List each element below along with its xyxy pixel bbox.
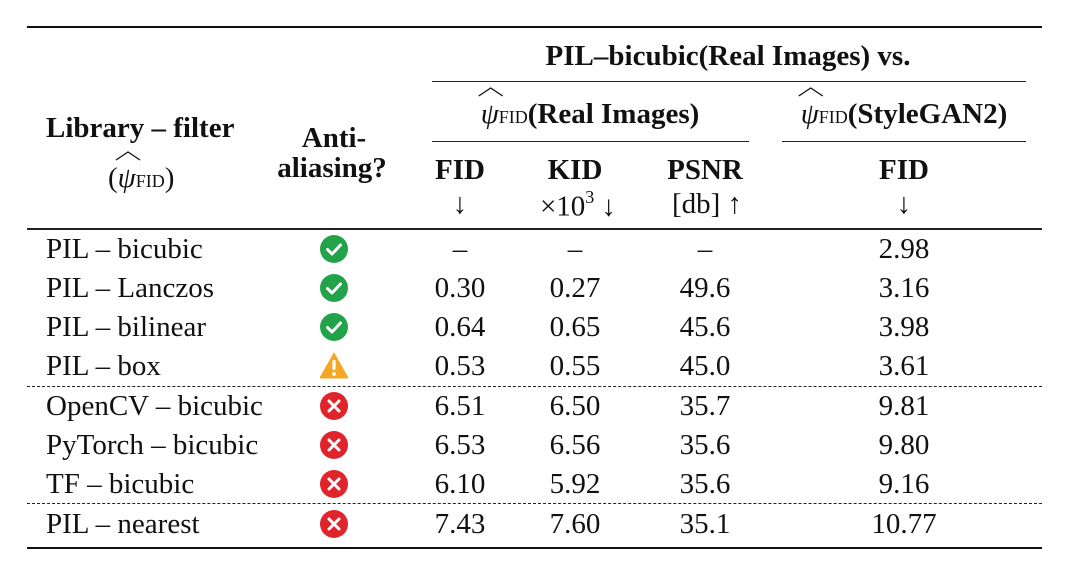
cell-library: PyTorch – bicubic [46,429,259,461]
hat-accent-icon [478,87,504,97]
col-fid-stylegan: FID [879,154,929,186]
cell-psnr: – [697,233,713,265]
col-kid: KID [547,154,603,186]
cross-icon [320,510,348,538]
fid-subscript: FID [818,107,848,127]
cell-psnr: 35.1 [679,508,731,540]
cell-library: OpenCV – bicubic [46,390,263,422]
cross-icon [320,431,348,459]
cell-psnr: 35.6 [679,468,731,500]
cell-kid: 0.55 [549,350,601,382]
psnr-arrow: ↑ [727,188,743,220]
header-library-sub: (ψFID) [108,151,175,194]
group-real-text: (Real Images) [527,98,700,130]
cell-fid: 6.51 [434,390,486,422]
top-rule [27,26,1042,28]
header-library: Library – filter [46,114,234,143]
psi-letter: ψ [117,162,136,194]
cell-fid: 0.64 [434,311,486,343]
header-anti-line1: Anti- [301,122,367,154]
cell-fid: 0.30 [434,272,486,304]
group-stylegan-rule [782,141,1026,142]
check-icon [320,235,348,263]
cell-fid: – [452,233,468,265]
hat-accent-icon [798,87,824,97]
cell-kid: 0.27 [549,272,601,304]
psi-symbol: ψ [478,87,504,130]
psi-symbol: ψ [798,87,824,130]
cell-fid-stylegan: 3.16 [878,272,930,304]
col-fid-arrow: ↓ [452,188,468,220]
header-anti-line2: aliasing? [277,152,387,184]
cell-fid-stylegan: 3.61 [878,350,930,382]
psnr-unit: [db] [671,188,721,220]
col-psnr: PSNR [667,154,743,186]
cell-library: PIL – Lanczos [46,272,215,304]
cell-fid-stylegan: 2.98 [878,233,930,265]
kid-exponent: 3 [585,187,595,207]
cell-fid: 0.53 [434,350,486,382]
paren-open: ( [108,162,118,194]
cell-kid: 5.92 [549,468,601,500]
psi-letter: ψ [800,98,819,130]
col-psnr-sub: [db] ↑ [672,190,742,219]
col-fid-stylegan-arrow: ↓ [896,188,912,220]
cell-fid: 7.43 [434,508,486,540]
dashed-separator-2 [27,503,1042,504]
cross-icon [320,392,348,420]
header-bottom-rule [27,228,1042,230]
cell-fid-stylegan: 9.16 [878,468,930,500]
dashed-separator-1 [27,386,1042,387]
warning-icon [319,352,349,379]
cell-library: PIL – nearest [46,508,200,540]
cell-library: PIL – box [46,350,161,382]
cross-icon [320,470,348,498]
cell-library: TF – bicubic [46,468,195,500]
fid-subscript: FID [135,171,165,191]
cell-kid: 0.65 [549,311,601,343]
header-group-top: PIL–bicubic(Real Images) vs. [545,40,911,72]
kid-arrow: ↓ [601,190,617,223]
cell-kid: 6.50 [549,390,601,422]
bottom-rule [27,547,1042,549]
psi-letter: ψ [480,98,499,130]
cell-fid-stylegan: 10.77 [871,508,937,540]
check-icon [320,274,348,302]
cell-kid: 6.56 [549,429,601,461]
kid-unit: ×10 [539,190,586,223]
psi-symbol: ψ [115,151,141,194]
cell-fid-stylegan: 9.81 [878,390,930,422]
cell-library: PIL – bicubic [46,233,203,265]
paren-close: ) [164,162,175,194]
cell-psnr: 35.6 [679,429,731,461]
group-stylegan-text: (StyleGAN2) [847,98,1008,130]
header-group-stylegan: ψFID(StyleGAN2) [798,87,1008,130]
cell-fid: 6.53 [434,429,486,461]
cell-psnr: 45.6 [679,311,731,343]
cell-fid-stylegan: 9.80 [878,429,930,461]
cell-kid: 7.60 [549,508,601,540]
hat-accent-icon [115,151,141,161]
cell-psnr: 49.6 [679,272,731,304]
col-fid: FID [435,154,485,186]
cell-kid: – [567,233,583,265]
cell-psnr: 45.0 [679,350,731,382]
group-top-rule [432,81,1026,82]
fid-subscript: FID [498,107,528,127]
group-real-rule [432,141,749,142]
cell-library: PIL – bilinear [46,311,206,343]
cell-fid-stylegan: 3.98 [878,311,930,343]
header-group-real: ψFID(Real Images) [478,87,700,130]
check-icon [320,313,348,341]
cell-fid: 6.10 [434,468,486,500]
header-library-label: Library – filter [46,112,235,144]
col-kid-sub: ×103 ↓ [539,187,617,223]
cell-psnr: 35.7 [679,390,731,422]
